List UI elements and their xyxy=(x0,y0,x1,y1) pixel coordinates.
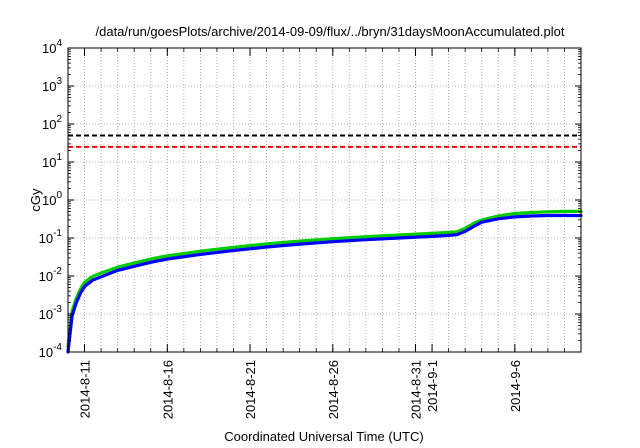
plot-frame xyxy=(67,47,582,353)
y-axis-label: cGy xyxy=(28,188,43,212)
x-tick-label: 2014-8-21 xyxy=(243,360,258,419)
x-tick-label: 2014-8-31 xyxy=(409,360,424,419)
y-tick-label: 103 xyxy=(42,76,62,94)
y-tick-label: 102 xyxy=(42,114,62,132)
x-tick-label: 2014-9-6 xyxy=(508,360,523,412)
y-tick-label: 100 xyxy=(42,190,62,208)
grid-lines xyxy=(68,48,581,352)
series-line xyxy=(66,209,583,348)
y-tick-label: 104 xyxy=(42,38,62,56)
data-series xyxy=(66,209,583,354)
y-tick-label: 10-1 xyxy=(39,228,63,246)
chart-title: /data/run/goesPlots/archive/2014-09-09/f… xyxy=(96,24,565,39)
x-tick-label: 2014-8-16 xyxy=(160,360,175,419)
y-tick-label: 10-2 xyxy=(39,266,63,284)
threshold-lines xyxy=(68,134,581,148)
x-tick-label: 2014-8-11 xyxy=(78,360,93,418)
x-axis-label: Coordinated Universal Time (UTC) xyxy=(224,429,423,444)
y-tick-label: 10-3 xyxy=(39,304,63,322)
y-tick-label: 101 xyxy=(42,152,62,170)
series-line xyxy=(66,213,583,354)
axis-ticks xyxy=(68,47,581,353)
x-tick-labels: 2014-8-11 2014-8-16 2014-8-21 2014-8-26 2014… xyxy=(78,360,523,419)
x-tick-label: 2014-8-26 xyxy=(326,360,341,419)
y-tick-labels: 10-4 10-3 10-2 10-1 100 101 102 103 104 xyxy=(39,38,63,360)
y-tick-label: 10-4 xyxy=(39,342,63,360)
x-tick-label: 2014-9-1 xyxy=(425,360,440,412)
